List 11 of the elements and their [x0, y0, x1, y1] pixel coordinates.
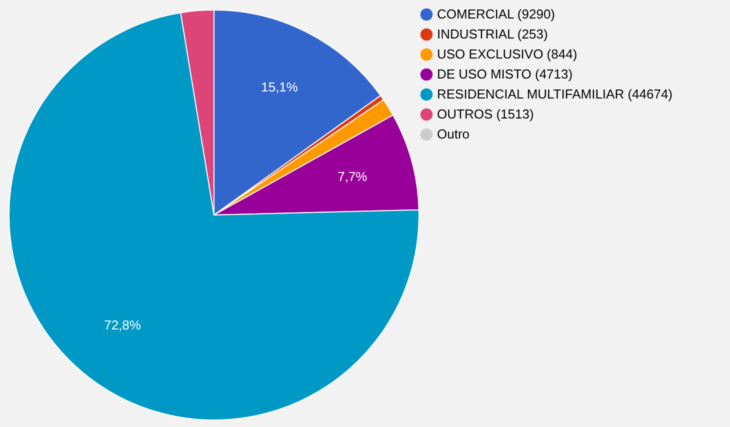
legend-label: USO EXCLUSIVO (844) — [437, 46, 578, 62]
data-label: 7,7% — [338, 169, 368, 184]
legend-label: INDUSTRIAL (253) — [437, 26, 548, 42]
legend-label: OUTROS (1513) — [437, 106, 534, 122]
data-label: 15,1% — [261, 79, 298, 94]
data-label: 72,8% — [104, 318, 142, 333]
legend-label: DE USO MISTO (4713) — [437, 66, 573, 82]
legend-label: Outro — [437, 126, 470, 142]
pie-slice — [8, 12, 420, 420]
legend-label: RESIDENCIAL MULTIFAMILIAR (44674) — [437, 86, 673, 102]
legend-label: COMERCIAL (9290) — [437, 6, 555, 22]
